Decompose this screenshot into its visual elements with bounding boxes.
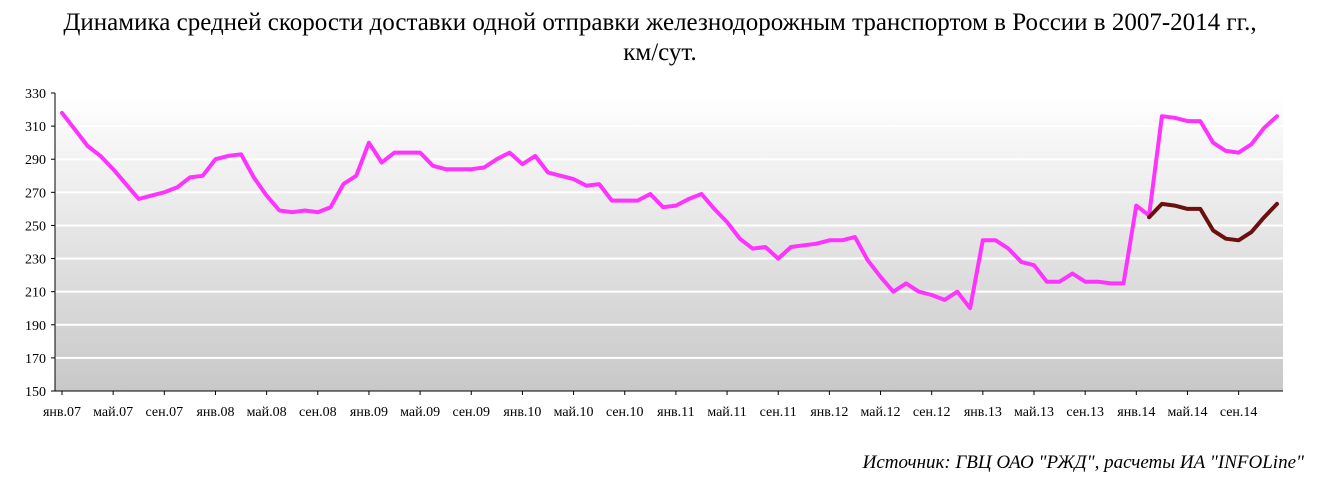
x-tick-label: май.08 <box>247 405 287 420</box>
x-tick-label: сен.10 <box>606 405 644 420</box>
y-tick-label: 210 <box>25 286 46 301</box>
x-tick-label: сен.14 <box>1220 405 1258 420</box>
x-tick-label: май.11 <box>707 405 746 420</box>
x-tick-label: янв.09 <box>350 405 388 420</box>
x-tick-label: янв.13 <box>964 405 1002 420</box>
y-tick-label: 310 <box>25 120 46 135</box>
x-tick-label: сен.12 <box>913 405 951 420</box>
plot-area <box>55 93 1283 391</box>
y-tick-label: 150 <box>25 385 46 400</box>
x-tick-label: сен.09 <box>452 405 490 420</box>
y-tick-label: 250 <box>25 219 46 234</box>
gridlines <box>55 92 1283 359</box>
x-tick-label: янв.08 <box>196 405 234 420</box>
series-group <box>60 110 1279 311</box>
chart-title-line-1: Динамика средней скорости доставки одной… <box>63 9 1257 36</box>
y-tick-label: 330 <box>25 87 46 102</box>
y-tick-label: 170 <box>25 352 46 367</box>
x-tick-label: янв.12 <box>810 405 848 420</box>
x-tick-label: май.14 <box>1167 405 1207 420</box>
x-tick-label: май.13 <box>1014 405 1054 420</box>
source-note: Источник: ГВЦ ОАО "РЖД", расчеты ИА "INF… <box>862 452 1304 473</box>
y-tick-label: 290 <box>25 153 46 168</box>
y-tick-label: 230 <box>25 253 46 268</box>
x-tick-label: май.07 <box>93 405 133 420</box>
x-tick-label: янв.10 <box>503 405 541 420</box>
x-tick-label: май.12 <box>861 405 901 420</box>
x-tick-label: сен.13 <box>1066 405 1104 420</box>
x-tick-label: май.10 <box>554 405 594 420</box>
x-tick-label: янв.14 <box>1117 405 1155 420</box>
x-axis: янв.07 май.07 сен.07 янв.08 май.08 сен.08 янв.… <box>43 390 1283 420</box>
x-tick-label: сен.07 <box>146 405 184 420</box>
x-tick-label: май.09 <box>400 405 440 420</box>
x-tick-label: янв.07 <box>43 405 81 420</box>
chart-title: Динамика средней скорости доставки одной… <box>0 8 1320 68</box>
series-line-1 <box>60 110 1279 311</box>
x-tick-label: янв.11 <box>657 405 695 420</box>
y-tick-label: 270 <box>25 186 46 201</box>
y-tick-label: 190 <box>25 319 46 334</box>
x-tick-label: сен.11 <box>760 405 797 420</box>
x-tick-label: сен.08 <box>299 405 337 420</box>
series-line-2 <box>1147 201 1279 243</box>
chart-title-line-2: км/сут. <box>623 39 697 66</box>
y-axis: 150 170 190 210 230 250 270 290 310 330 <box>25 87 56 400</box>
